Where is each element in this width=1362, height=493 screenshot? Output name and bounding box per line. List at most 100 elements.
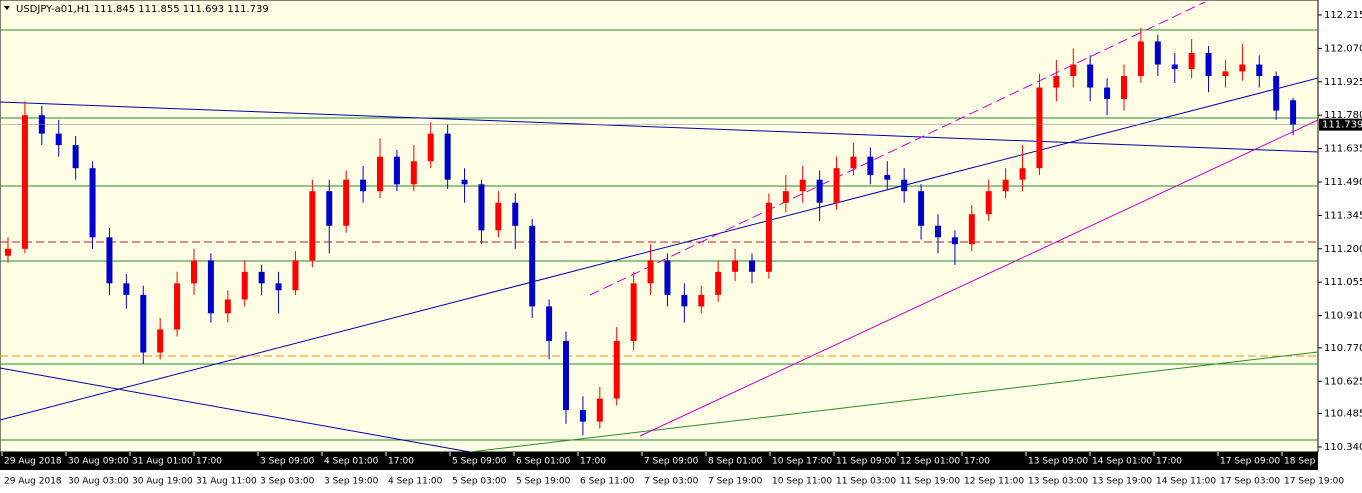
candle-body (5, 248, 11, 256)
candle-body (410, 161, 417, 185)
candle-body (529, 225, 536, 307)
candle-body (1104, 87, 1111, 100)
candle-body (427, 133, 434, 162)
candle-body (1154, 41, 1161, 65)
x-tick-label: 3 Sep 03:00 (260, 477, 315, 487)
candle-body (968, 214, 975, 245)
candle-body (681, 294, 688, 307)
y-tick-label: 110.910 (1324, 311, 1362, 322)
candle-body (512, 202, 519, 226)
candle-body (985, 191, 992, 215)
candle-body (1002, 179, 1009, 192)
candle-body (833, 168, 840, 203)
x-tick-label: 30 Aug 19:00 (132, 477, 193, 487)
x-tick-label: 6 Sep 11:00 (580, 477, 635, 487)
x-tick-label: 18 Sep 0 (1284, 457, 1324, 467)
trend-line (0, 367, 471, 453)
trend-line (469, 351, 1319, 453)
channel-line (639, 119, 1319, 437)
candle-body (157, 329, 164, 353)
x-tick-label: 13 Sep 03:00 (1028, 477, 1088, 487)
x-tick-label: 14 Sep 01:00 (1092, 457, 1152, 467)
candle-body (89, 168, 96, 238)
candle-body (715, 271, 722, 295)
x-tick-label: 17:00 (580, 457, 606, 467)
x-tick-label: 5 Sep 03:00 (452, 477, 507, 487)
candle-body (1222, 71, 1229, 77)
candle-body (1290, 100, 1297, 125)
candle-body (1256, 64, 1263, 77)
x-tick-label: 29 Aug 2018 (4, 477, 62, 487)
candle-body (1188, 52, 1195, 70)
candle-body (326, 191, 333, 226)
candle-body (630, 283, 637, 341)
x-tick-label: 5 Sep 19:00 (516, 477, 571, 487)
candle-body (749, 260, 755, 272)
x-tick-label: 5 Sep 09:00 (452, 457, 507, 467)
y-tick-label: 111.055 (1324, 277, 1362, 288)
menu-arrow[interactable] (4, 6, 10, 10)
time-bar (0, 452, 1318, 470)
candle-body (867, 156, 874, 176)
candle-body (191, 260, 197, 284)
y-tick-label: 111.345 (1324, 210, 1362, 221)
candle-body (1087, 64, 1094, 88)
candle-body (799, 179, 806, 192)
x-tick-label: 4 Sep 11:00 (388, 477, 443, 487)
plot-area (0, 0, 1319, 453)
y-tick-label: 110.485 (1324, 409, 1362, 420)
candle-body (765, 202, 772, 272)
candle-body (393, 156, 400, 185)
x-tick-label: 13 Sep 19:00 (1092, 477, 1152, 487)
x-tick-label: 7 Sep 09:00 (644, 457, 699, 467)
y-tick-label: 111.635 (1324, 144, 1362, 155)
candle-body (1036, 87, 1043, 169)
candle-body (174, 283, 181, 330)
x-tick-label: 11 Sep 19:00 (900, 477, 960, 487)
x-tick-label: 30 Aug 03:00 (68, 477, 129, 487)
x-tick-label: 14 Sep 11:00 (1156, 477, 1216, 487)
candle-body (884, 175, 891, 180)
last-price-label: 111.739 (1322, 120, 1362, 131)
candle-body (444, 133, 451, 180)
y-tick-label: 110.625 (1324, 376, 1362, 387)
x-tick-label: 12 Sep 01:00 (900, 457, 960, 467)
candle-body (123, 283, 130, 295)
candle-body (664, 260, 671, 295)
candle-body (1239, 64, 1246, 72)
candle-body (309, 191, 316, 261)
candle-body (478, 184, 485, 231)
x-tick-label: 17:00 (964, 457, 990, 467)
candle-body (360, 179, 367, 192)
x-tick-label: 17:00 (388, 457, 414, 467)
candle-body (613, 340, 620, 399)
candle-body (377, 156, 383, 192)
candle-body (1137, 41, 1144, 77)
y-tick-label: 111.780 (1324, 110, 1362, 121)
candle-body (461, 179, 468, 185)
y-tick-label: 112.070 (1324, 43, 1362, 54)
candle-body (698, 294, 705, 307)
x-tick-label: 17:00 (196, 457, 222, 467)
x-tick-label: 30 Aug 09:00 (68, 457, 129, 467)
candle-body (901, 179, 908, 192)
candle-body (1053, 76, 1060, 88)
candle-body (647, 260, 654, 284)
candle-body (918, 191, 925, 226)
candle-body (546, 306, 553, 341)
candle-body (224, 299, 231, 314)
candle-body (1273, 76, 1280, 111)
candle-body (72, 145, 79, 169)
last-price-box (1319, 118, 1362, 131)
x-tick-label: 31 Aug 01:00 (132, 457, 193, 467)
chart-title: USDJPY-a01,H1 111.845 111.855 111.693 11… (16, 4, 269, 15)
x-tick-label: 3 Sep 19:00 (324, 477, 379, 487)
y-tick-label: 111.925 (1324, 77, 1362, 88)
x-tick-label: 17:00 (1156, 457, 1182, 467)
x-tick-label: 31 Aug 11:00 (196, 477, 257, 487)
candle-body (1019, 168, 1026, 180)
candle-body (21, 115, 28, 249)
x-tick-label: 17 Sep 03:00 (1220, 477, 1280, 487)
x-tick-label: 7 Sep 03:00 (644, 477, 699, 487)
